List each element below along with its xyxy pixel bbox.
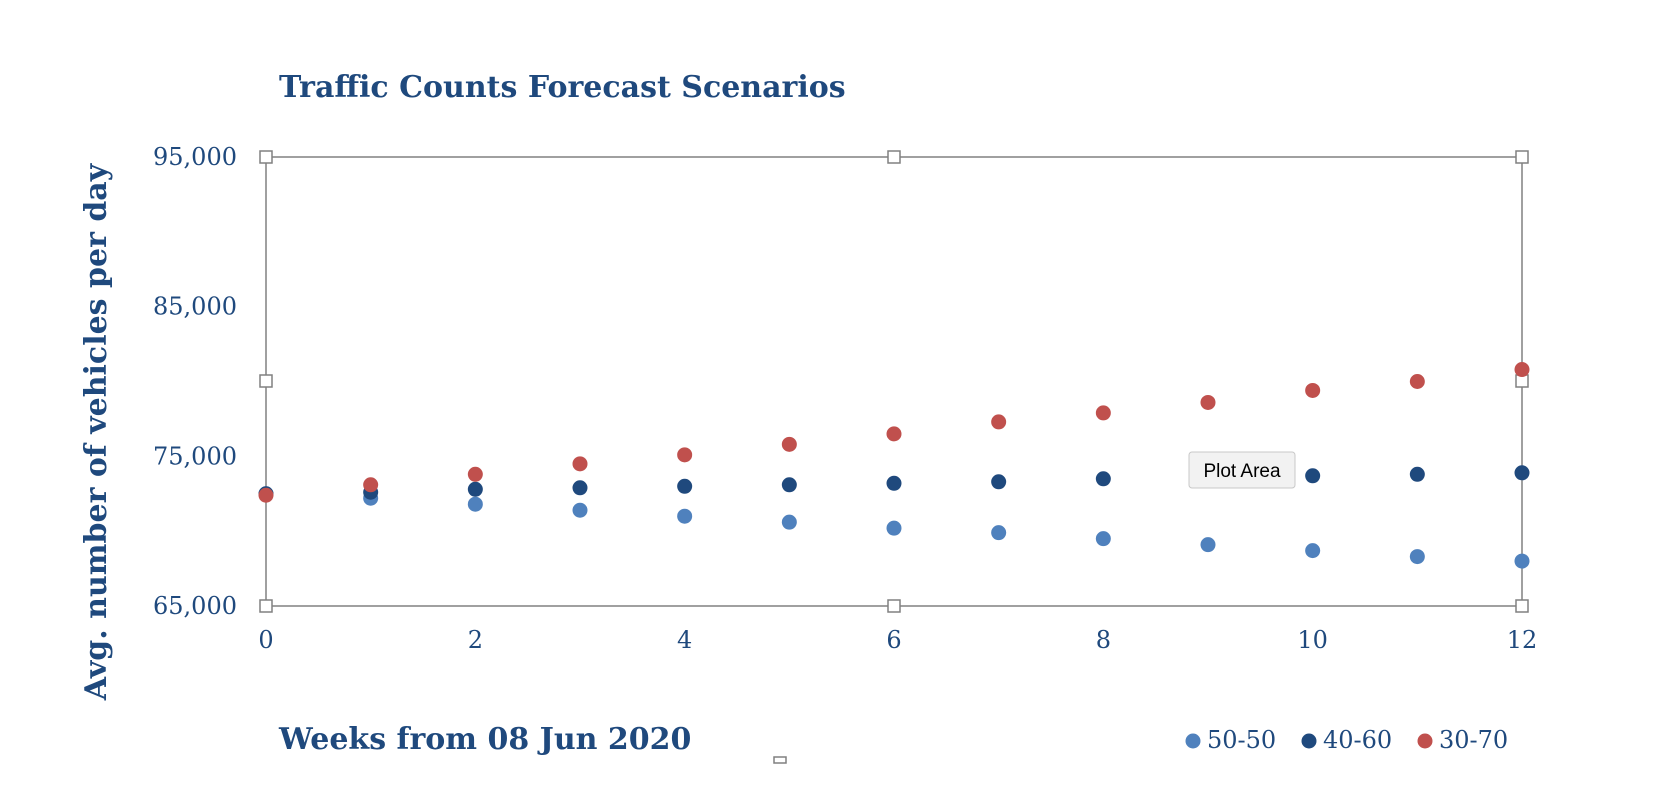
- data-point[interactable]: [991, 525, 1007, 541]
- selection-handles[interactable]: [259, 150, 1529, 613]
- data-point[interactable]: [991, 474, 1007, 490]
- x-tick-label: 0: [258, 626, 273, 654]
- handle-top-center[interactable]: [887, 150, 901, 164]
- data-point[interactable]: [1095, 471, 1111, 487]
- y-tick-label: 65,000: [153, 592, 237, 620]
- x-axis-tick-labels: 0 2 4 6 8 10 12: [258, 626, 1537, 654]
- y-tick-label: 85,000: [153, 293, 237, 321]
- data-point[interactable]: [886, 426, 902, 442]
- legend-label: 50-50: [1207, 726, 1276, 754]
- chart-title: Traffic Counts Forecast Scenarios: [279, 70, 846, 105]
- handle-bottom-left[interactable]: [259, 599, 273, 613]
- legend-item[interactable]: 40-60: [1301, 726, 1393, 754]
- data-point[interactable]: [1409, 466, 1425, 482]
- data-point[interactable]: [781, 477, 797, 493]
- x-axis-title: Weeks from 08 Jun 2020: [278, 722, 691, 757]
- tooltip-box: [1188, 451, 1296, 489]
- data-point[interactable]: [1305, 468, 1321, 484]
- data-point[interactable]: [1095, 531, 1111, 547]
- y-tick-label: 75,000: [153, 442, 237, 470]
- legend-marker: [1301, 733, 1317, 749]
- handle-bottom-right[interactable]: [1515, 599, 1529, 613]
- plot-area-tooltip: Plot Area: [1188, 451, 1296, 489]
- legend-frame-handle[interactable]: [773, 756, 787, 764]
- data-point[interactable]: [886, 520, 902, 536]
- data-point[interactable]: [886, 475, 902, 491]
- data-series[interactable]: [258, 362, 1530, 569]
- series-50-50[interactable]: [258, 486, 1530, 569]
- legend-marker: [1185, 733, 1201, 749]
- data-point[interactable]: [467, 496, 483, 512]
- y-tick-label: 95,000: [153, 143, 237, 171]
- data-point[interactable]: [677, 447, 693, 463]
- data-point[interactable]: [1514, 553, 1530, 569]
- data-point[interactable]: [1514, 362, 1530, 378]
- data-point[interactable]: [467, 481, 483, 497]
- x-tick-label: 8: [1096, 626, 1111, 654]
- data-point[interactable]: [1200, 537, 1216, 553]
- data-point[interactable]: [677, 478, 693, 494]
- series-40-60[interactable]: [258, 465, 1530, 502]
- data-point[interactable]: [1305, 382, 1321, 398]
- legend-label: 30-70: [1439, 726, 1508, 754]
- x-tick-label: 2: [468, 626, 483, 654]
- data-point[interactable]: [991, 414, 1007, 430]
- data-point[interactable]: [781, 436, 797, 452]
- handle-bottom-center[interactable]: [887, 599, 901, 613]
- data-point[interactable]: [1409, 549, 1425, 565]
- data-point[interactable]: [572, 480, 588, 496]
- y-axis-title: Avg. number of vehicles per day: [79, 162, 114, 701]
- data-point[interactable]: [1409, 374, 1425, 389]
- data-point[interactable]: [1200, 394, 1216, 410]
- tooltip-label: Plot Area: [1203, 461, 1281, 482]
- data-point[interactable]: [572, 502, 588, 518]
- data-point[interactable]: [1095, 405, 1111, 421]
- legend-label: 40-60: [1323, 726, 1392, 754]
- data-point[interactable]: [1514, 465, 1530, 481]
- series-30-70[interactable]: [258, 362, 1530, 503]
- handle-top-left[interactable]: [259, 150, 273, 164]
- handle-middle-left[interactable]: [259, 374, 273, 388]
- legend[interactable]: 50-50 40-60 30-70: [1185, 726, 1509, 754]
- data-point[interactable]: [258, 487, 274, 503]
- legend-marker: [1417, 733, 1433, 749]
- data-point[interactable]: [1305, 543, 1321, 559]
- legend-item[interactable]: 30-70: [1417, 726, 1509, 754]
- x-tick-label: 12: [1507, 626, 1538, 654]
- plot-area[interactable]: [265, 156, 1523, 607]
- data-point[interactable]: [677, 508, 693, 524]
- x-tick-label: 4: [677, 626, 692, 654]
- x-tick-label: 6: [886, 626, 901, 654]
- y-axis-tick-labels: 65,000 75,000 85,000 95,000: [153, 143, 237, 620]
- legend-item[interactable]: 50-50: [1185, 726, 1277, 754]
- data-point[interactable]: [781, 514, 797, 530]
- data-point[interactable]: [572, 456, 588, 472]
- data-point[interactable]: [363, 477, 379, 493]
- x-tick-label: 10: [1297, 626, 1328, 654]
- data-point[interactable]: [467, 466, 483, 482]
- handle-top-right[interactable]: [1515, 150, 1529, 164]
